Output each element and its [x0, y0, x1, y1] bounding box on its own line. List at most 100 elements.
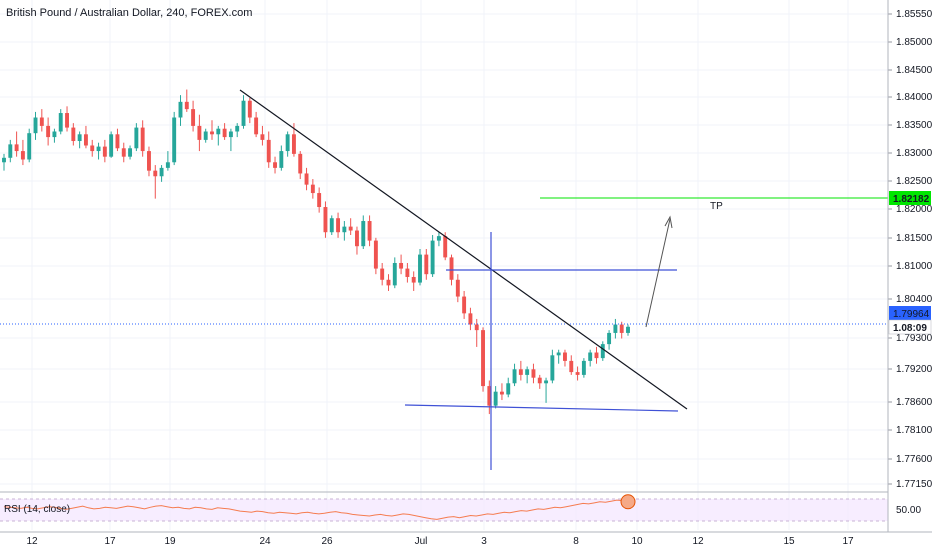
candle: [355, 226, 359, 255]
price-tick-label: 1.81000: [896, 261, 932, 272]
time-tick-label: 15: [783, 536, 795, 547]
candle: [607, 330, 612, 350]
candle: [52, 128, 57, 143]
candle-body: [355, 230, 359, 247]
candle-body: [153, 170, 158, 177]
candle: [96, 142, 101, 160]
candle: [380, 262, 385, 286]
candle-body: [455, 279, 460, 297]
candle: [329, 215, 334, 236]
price-tick-label: 1.80400: [896, 294, 932, 305]
current-price-bg: [889, 306, 931, 320]
candle: [14, 131, 19, 157]
candle-body: [563, 352, 567, 361]
price-tick-label: 1.85550: [896, 9, 932, 20]
candle: [436, 232, 441, 247]
support-line[interactable]: [404, 404, 679, 412]
projection-arrow[interactable]: [645, 218, 671, 328]
rsi-highlight-marker[interactable]: [620, 494, 636, 510]
candle: [109, 131, 114, 158]
candle-body: [594, 352, 599, 359]
candle: [424, 249, 429, 280]
candles-layer: [2, 89, 630, 415]
candle: [90, 139, 95, 157]
candle-body: [348, 226, 353, 231]
rsi-pane[interactable]: 50.00: [0, 494, 921, 522]
price-tick-label: 1.82500: [896, 176, 932, 187]
price-tick-label: 1.85000: [896, 37, 932, 48]
candle: [58, 109, 63, 135]
candle-body: [121, 148, 126, 157]
candle-body: [247, 100, 252, 118]
candle-body: [20, 151, 25, 160]
candle: [191, 100, 196, 132]
candle: [77, 131, 82, 149]
candle: [468, 307, 473, 331]
candle: [147, 146, 151, 177]
candle-body: [468, 313, 473, 325]
candle: [121, 142, 126, 163]
candle: [575, 366, 580, 381]
drawings-layer[interactable]: TP: [0, 89, 888, 470]
candle: [537, 374, 542, 389]
candle-body: [310, 184, 315, 194]
candle-body: [487, 386, 492, 406]
candle-body: [581, 360, 586, 375]
candle-body: [273, 162, 277, 168]
candle: [203, 128, 208, 143]
time-tick-label: 3: [481, 536, 487, 547]
candle-body: [178, 101, 183, 118]
candle-body: [197, 125, 202, 140]
candle-body: [184, 101, 189, 110]
candle: [487, 380, 492, 415]
candle: [373, 237, 378, 275]
candle-body: [462, 296, 467, 314]
candle: [626, 324, 630, 336]
grid-layer: [0, 0, 888, 530]
current-price-text: 1.79964: [893, 309, 930, 320]
candle: [71, 123, 76, 146]
candle-body: [71, 127, 76, 142]
candle: [197, 114, 202, 152]
candle: [336, 212, 341, 238]
candle-body: [216, 128, 221, 135]
candle-body: [619, 324, 624, 333]
countdown-text: 1.08:09: [893, 323, 927, 334]
candle: [20, 139, 25, 166]
candle-body: [474, 324, 479, 331]
candle-body: [58, 113, 63, 132]
candle: [481, 327, 485, 392]
countdown-bg: [888, 319, 932, 335]
price-axis[interactable]: 1.85550 1.85000 1.84500 1.84000 1.83500 1.830…: [887, 0, 932, 532]
candle: [386, 274, 391, 291]
tp-price-label: 1.82182: [889, 191, 931, 205]
rsi-level-label: 50.00: [896, 505, 921, 516]
candle: [323, 201, 328, 238]
price-tick-label: 1.78600: [896, 397, 932, 408]
candle: [317, 187, 322, 213]
candle: [455, 274, 460, 303]
candle-body: [235, 125, 240, 132]
candle-body: [159, 167, 164, 177]
candle: [159, 165, 164, 182]
candle: [279, 145, 284, 171]
candle: [165, 151, 170, 171]
candle-body: [392, 262, 397, 286]
time-axis[interactable]: 12 17 19 24 26 Jul 3 8 10 12 15 17: [0, 531, 932, 547]
candle: [518, 360, 523, 381]
candle: [222, 123, 227, 140]
candle-body: [14, 144, 19, 152]
candle-body: [506, 383, 511, 395]
descending-trendline[interactable]: [239, 89, 688, 410]
candle-body: [39, 117, 44, 126]
candle: [556, 349, 561, 364]
candle: [298, 151, 303, 180]
candle-body: [537, 377, 542, 384]
candle-body: [323, 207, 328, 233]
time-tick-label: 17: [104, 536, 116, 547]
candle: [140, 120, 145, 157]
price-tick-label: 1.78100: [896, 425, 932, 436]
candle-body: [241, 100, 246, 126]
candle-body: [556, 352, 561, 356]
